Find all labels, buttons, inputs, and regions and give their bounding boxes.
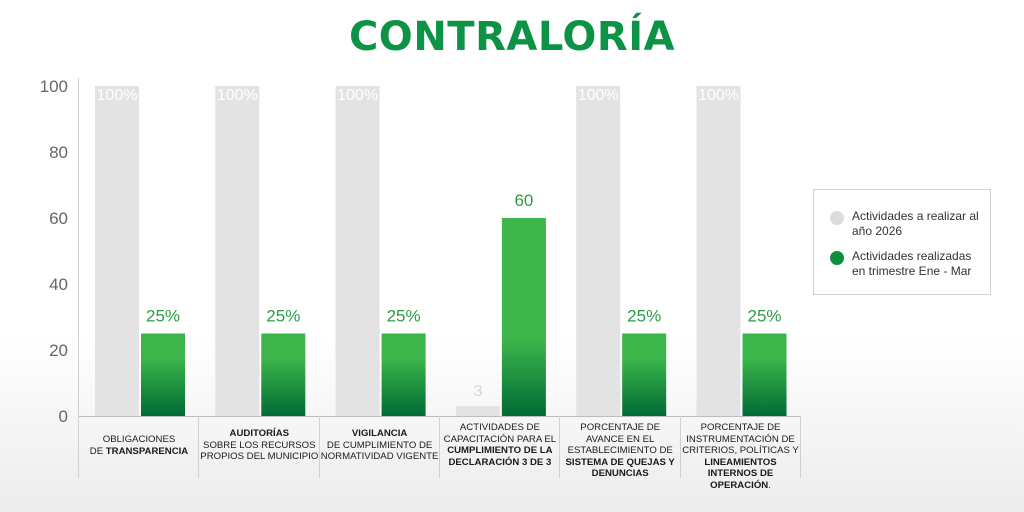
bar-planned <box>696 86 741 416</box>
bar-label-done: 25% <box>747 307 781 326</box>
bar-planned <box>576 86 621 416</box>
bar-label-done: 25% <box>387 307 421 326</box>
bar-label-planned: 100% <box>578 87 619 104</box>
y-tick-label: 40 <box>49 275 68 294</box>
legend-item-done: Actividades realizadas en trimestre Ene … <box>830 249 982 279</box>
bar-done <box>501 218 546 416</box>
bar-done <box>141 333 185 416</box>
category-label: Actividades de capacitación para el cumpli… <box>443 422 557 468</box>
category-label: Porcentaje de instrumentación de criterios… <box>682 422 799 491</box>
bar-planned <box>215 86 260 416</box>
bar-label-done: 25% <box>146 307 180 326</box>
bar-done <box>742 333 787 416</box>
legend-swatch-gray <box>830 211 844 225</box>
y-tick-label: 20 <box>49 341 68 360</box>
bar-planned <box>335 86 380 416</box>
category-label: Auditorías sobre los recursos propios del … <box>200 428 319 462</box>
axis-frame <box>78 78 801 478</box>
bar-label-done: 25% <box>627 307 661 326</box>
y-tick-label: 60 <box>49 209 68 228</box>
legend-label-done: Actividades realizadas en trimestre Ene … <box>852 249 972 278</box>
chart-title: CONTRALORÍA <box>348 14 676 60</box>
legend: Actividades a realizar al año 2026 Activ… <box>813 189 991 295</box>
bar-label-done: 25% <box>266 307 300 326</box>
bar-label-planned: 100% <box>698 87 739 104</box>
category-label: Porcentaje de avance en el establecimiento… <box>565 422 675 479</box>
bar-label-planned: 100% <box>217 87 258 104</box>
y-axis: 0 20 40 60 80 100 <box>40 77 68 426</box>
legend-item-planned: Actividades a realizar al año 2026 <box>830 209 982 239</box>
bar-label-done: 60 <box>514 191 533 210</box>
y-tick-label: 0 <box>59 407 68 426</box>
bars-group <box>95 86 787 416</box>
bar-labels-group: 100% 25% 100% 25% 100% 25% 3 60 100% 25% 100% 25% <box>97 87 782 400</box>
bar-label-planned: 3 <box>473 383 482 400</box>
bar-label-planned: 100% <box>337 87 378 104</box>
bar-done <box>261 333 306 416</box>
y-tick-label: 80 <box>49 143 68 162</box>
bar-planned <box>455 406 500 416</box>
legend-swatch-green <box>830 251 844 265</box>
legend-label-planned: Actividades a realizar al año 2026 <box>852 209 979 238</box>
category-label: Vigilancia de cumplimiento de normatividad… <box>320 428 439 462</box>
y-tick-label: 100 <box>40 77 68 96</box>
bar-done <box>622 333 667 416</box>
category-label: Obligaciones de Transparencia <box>89 434 189 457</box>
bar-planned <box>95 86 139 416</box>
bar-done <box>381 333 426 416</box>
bar-label-planned: 100% <box>97 87 138 104</box>
